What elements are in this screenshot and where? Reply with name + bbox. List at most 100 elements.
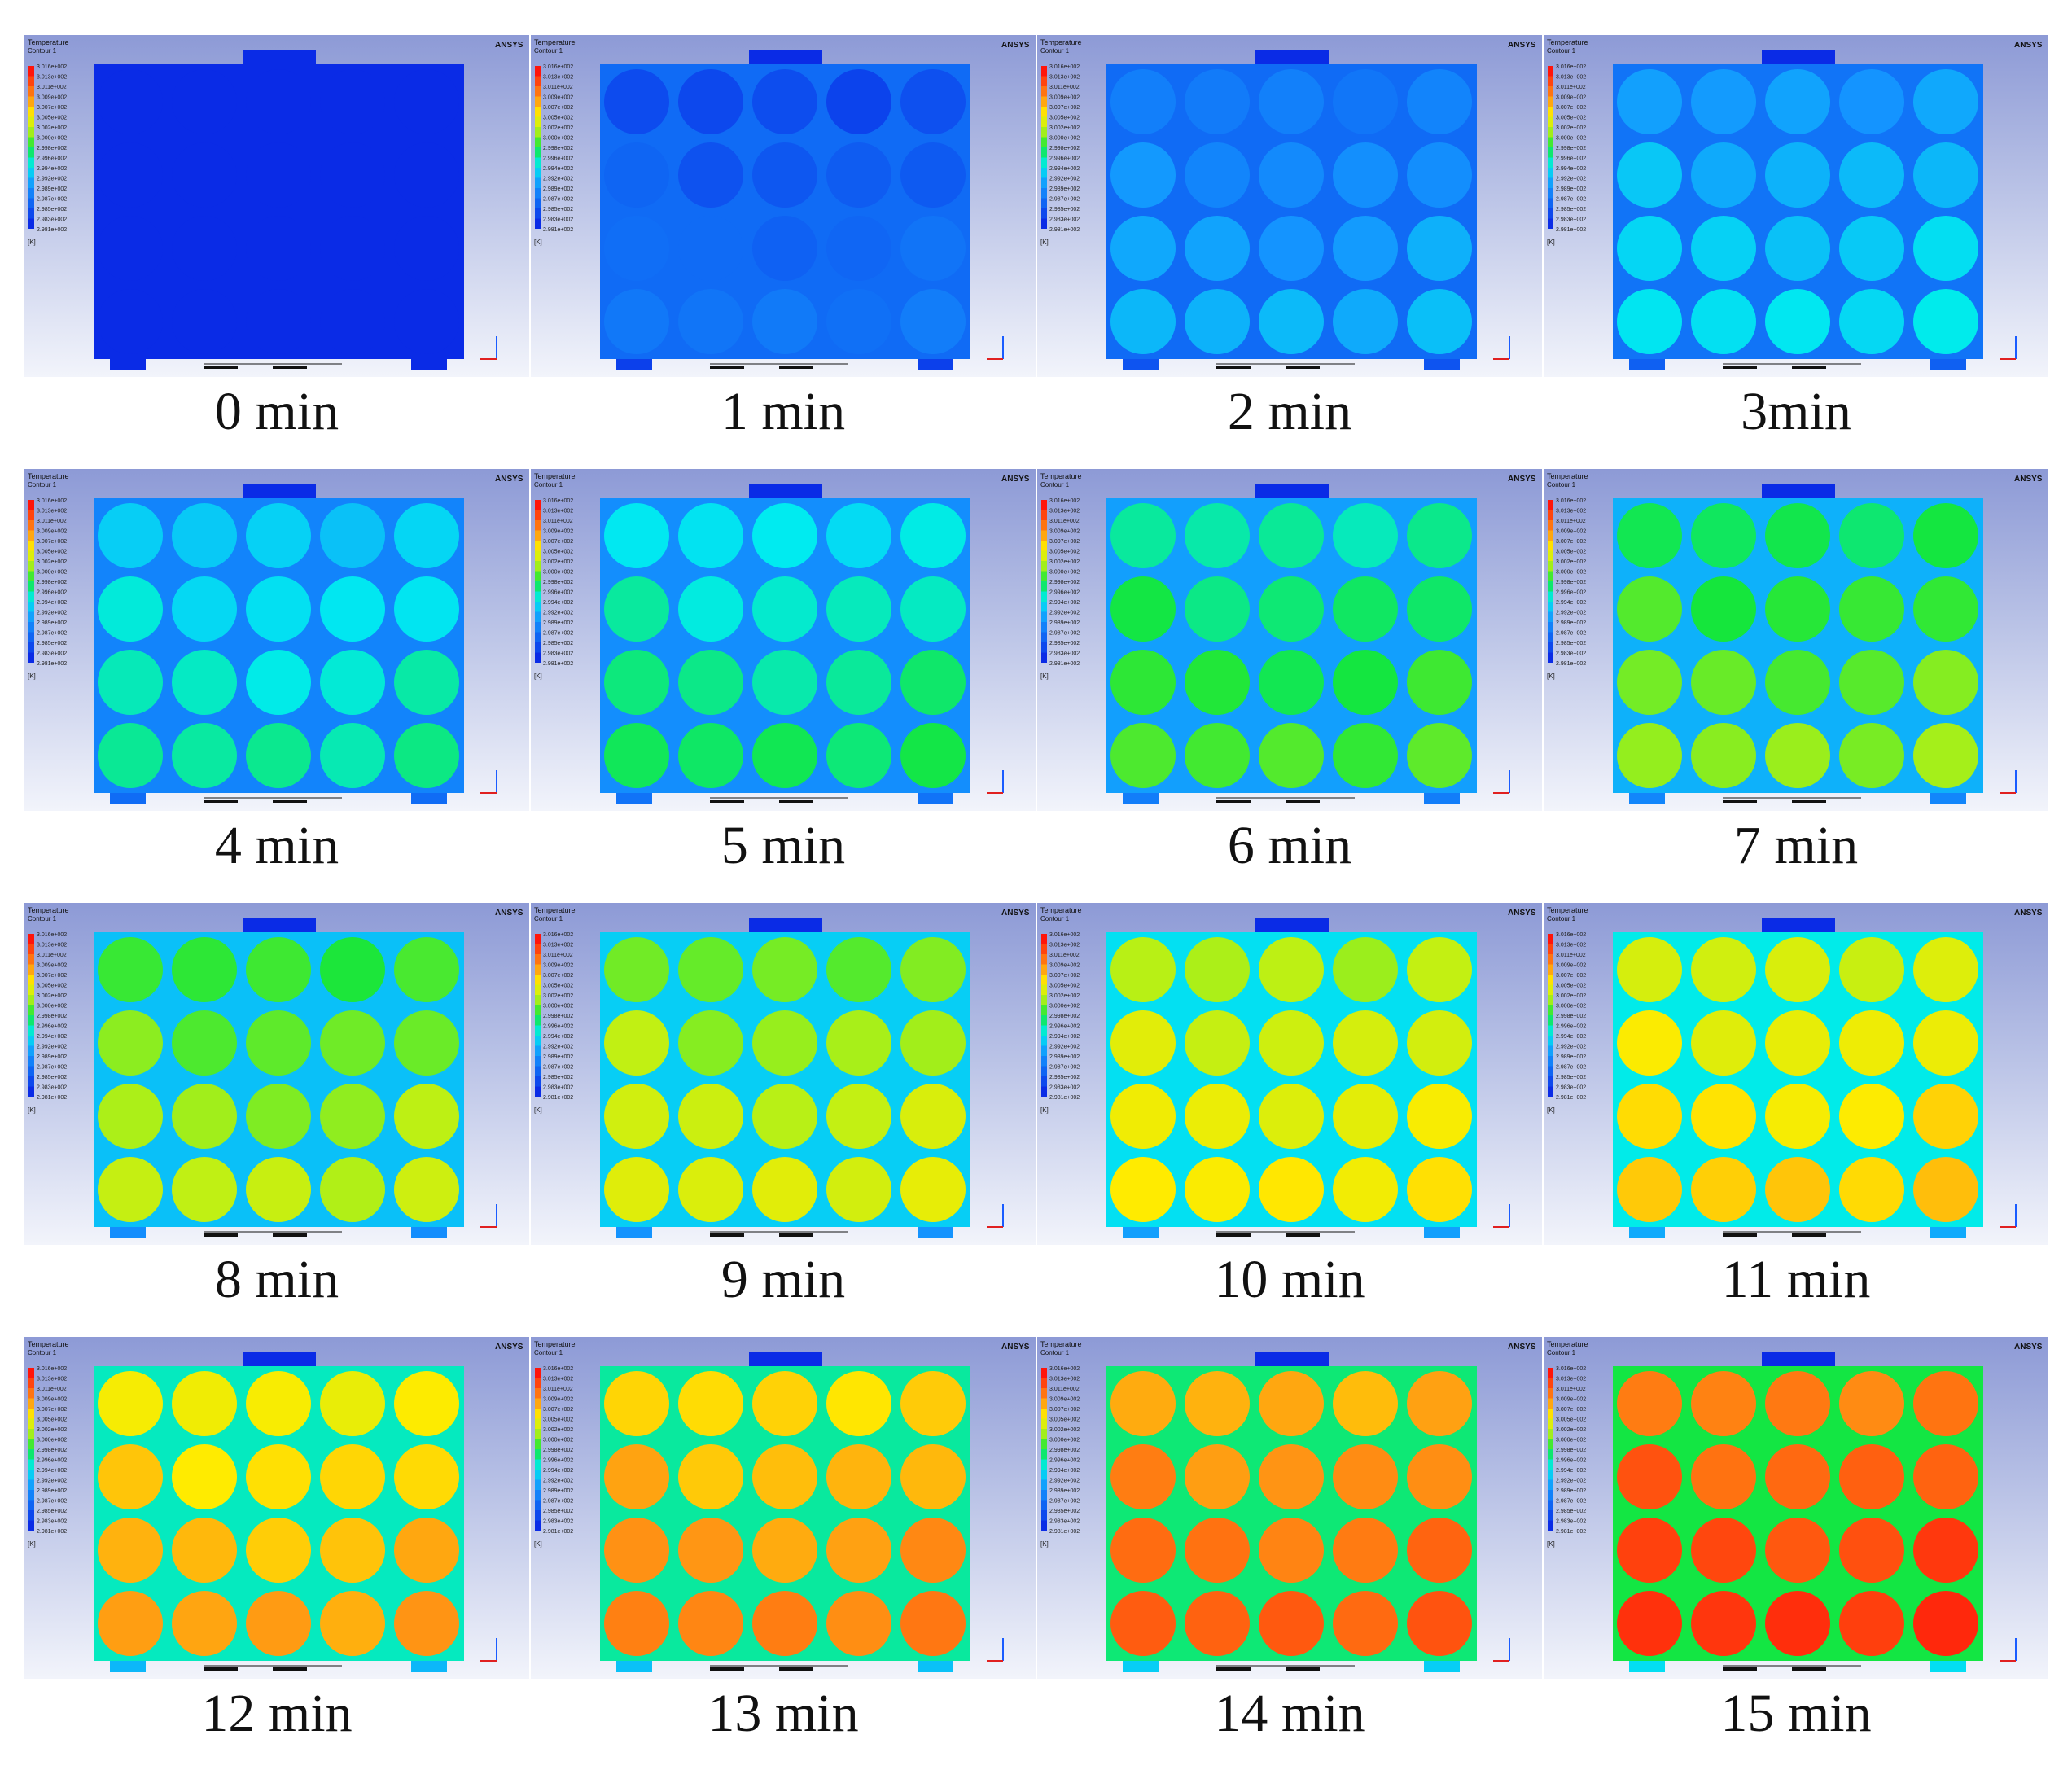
legend-tick-label: 3.005e+002 — [1556, 1417, 1586, 1423]
legend-tick-label: 3.011e+002 — [1049, 519, 1080, 524]
legend-tick-label: 2.989e+002 — [1556, 186, 1586, 192]
cell-cylinder — [320, 289, 385, 354]
plot-subtitle: Contour 1 — [534, 47, 563, 55]
cell-cylinder — [1259, 142, 1324, 208]
cell-cylinder — [900, 723, 966, 788]
scale-bar — [710, 800, 744, 803]
cell-cylinder — [1259, 1157, 1324, 1222]
cell-cylinder — [246, 723, 311, 788]
cell-cylinder — [1765, 216, 1830, 281]
cell-cylinder — [172, 503, 237, 568]
cell-cylinder — [1839, 576, 1904, 642]
contour-plot: 3.016e+002 3.013e+002 3.011e+002 3.009e+002… — [1040, 38, 1536, 370]
cell-cylinder — [826, 1518, 891, 1583]
cell-cylinder — [1185, 576, 1250, 642]
legend-segment — [535, 591, 541, 602]
legend-segment — [1041, 984, 1047, 995]
legend-tick-label: 3.011e+002 — [1049, 953, 1080, 958]
legend-tick-label: 2.994e+002 — [1556, 600, 1586, 606]
legend-tick-label: 2.998e+002 — [1556, 580, 1586, 585]
contour-plot: 3.016e+002 3.013e+002 3.011e+002 3.009e+002… — [1040, 472, 1536, 804]
legend-segment — [535, 984, 541, 995]
legend-segment — [1041, 1490, 1047, 1501]
legend-segment — [28, 1025, 34, 1036]
cell-cylinder — [1765, 1157, 1830, 1222]
cell-cylinder — [752, 1084, 817, 1149]
cell-cylinder — [1617, 1010, 1682, 1076]
plot-subtitle: Contour 1 — [28, 47, 57, 55]
cell-cylinder — [752, 1010, 817, 1076]
legend-tick-label: 2.981e+002 — [1556, 1529, 1586, 1535]
cell-cylinder — [1913, 1371, 1978, 1436]
scale-bar — [710, 1667, 744, 1671]
cell-cylinder — [1913, 1444, 1978, 1509]
legend-segment — [1548, 1086, 1553, 1097]
legend-tick-label: 3.000e+002 — [1049, 1438, 1080, 1444]
legend-segment — [28, 975, 34, 985]
legend-segment — [1548, 530, 1553, 541]
legend-tick-label: 2.981e+002 — [543, 1529, 573, 1535]
cell-cylinder — [900, 650, 966, 715]
cell-cylinder — [246, 650, 311, 715]
legend-segment — [535, 944, 541, 954]
legend-segment — [1548, 934, 1553, 944]
cell-cylinder — [1765, 1518, 1830, 1583]
legend-segment — [535, 168, 541, 178]
legend-segment — [1041, 127, 1047, 138]
legend-segment — [1548, 1449, 1553, 1460]
cell-cylinder — [1333, 69, 1398, 134]
cell-cylinder — [1765, 723, 1830, 788]
legend-segment — [1041, 107, 1047, 117]
legend-segment — [1548, 632, 1553, 642]
legend-tick-label: 3.009e+002 — [543, 529, 573, 535]
plot-title: Temperature — [1040, 906, 1082, 914]
legend-tick-label: 2.994e+002 — [1049, 1034, 1080, 1040]
legend-segment — [1548, 1418, 1553, 1429]
legend-segment — [535, 1086, 541, 1097]
frame-6: 3.016e+002 3.013e+002 3.011e+002 3.009e+002… — [1037, 469, 1542, 884]
legend-tick-label: 3.009e+002 — [1049, 963, 1080, 969]
legend-segment — [535, 1520, 541, 1531]
cell-cylinder — [1839, 69, 1904, 134]
legend-segment — [28, 611, 34, 622]
legend-segment — [1041, 1439, 1047, 1449]
cell-cylinder — [1110, 1010, 1176, 1076]
cell-cylinder — [752, 1371, 817, 1436]
outlet-foot — [918, 1227, 953, 1238]
legend-segment — [28, 964, 34, 975]
legend-tick-label: 3.009e+002 — [543, 1397, 573, 1403]
cell-cylinder — [1110, 576, 1176, 642]
cell-cylinder — [1259, 1010, 1324, 1076]
cell-cylinder — [1617, 69, 1682, 134]
legend-tick-label: 2.985e+002 — [37, 641, 67, 646]
legend-segment — [535, 188, 541, 199]
cell-cylinder — [1839, 289, 1904, 354]
legend-segment — [1548, 116, 1553, 127]
legend-segment — [1041, 1398, 1047, 1409]
frame-3: 3.016e+002 3.013e+002 3.011e+002 3.009e+002… — [1544, 35, 2048, 450]
legend-tick-label: 2.983e+002 — [1049, 1085, 1080, 1091]
legend-segment — [535, 622, 541, 633]
cell-cylinder — [172, 650, 237, 715]
legend-tick-label: 3.013e+002 — [543, 75, 573, 81]
legend-tick-label: 3.009e+002 — [1556, 963, 1586, 969]
cell-cylinder — [678, 1157, 743, 1222]
scale-bar — [710, 366, 744, 369]
cell-cylinder — [1407, 1084, 1472, 1149]
legend-segment — [1041, 611, 1047, 622]
legend-segment — [1548, 1409, 1553, 1419]
legend-segment — [1041, 995, 1047, 1005]
legend-tick-label: 2.987e+002 — [543, 631, 573, 637]
outlet-foot — [1424, 1227, 1460, 1238]
legend-tick-label: 3.016e+002 — [37, 64, 67, 70]
scale-bar — [1723, 800, 1757, 803]
legend-tick-label: 2.987e+002 — [543, 1065, 573, 1071]
cell-cylinder — [172, 142, 237, 208]
ansys-logo: ANSYS — [1508, 1343, 1536, 1352]
legend-unit: [K] — [28, 1106, 36, 1114]
cell-cylinder — [394, 1371, 459, 1436]
scale-bar — [1286, 366, 1320, 369]
cell-cylinder — [752, 723, 817, 788]
legend-segment — [1041, 1076, 1047, 1087]
contour-plot: 3.016e+002 3.013e+002 3.011e+002 3.009e+002… — [534, 1340, 1030, 1672]
